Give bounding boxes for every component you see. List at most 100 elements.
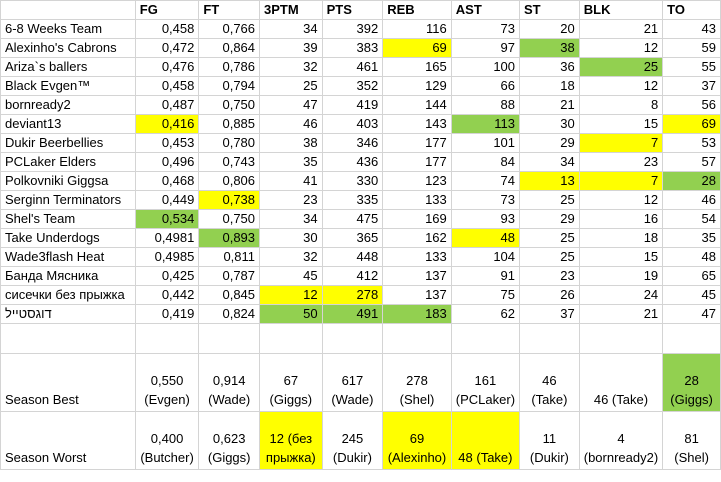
3ptm-cell[interactable]: 34 [259,209,323,229]
fg-cell[interactable]: 0,468 [134,171,200,191]
3ptm-cell[interactable]: 35 [259,152,323,172]
season-best-fg-cell[interactable]: 0,550 (Evgen) [134,353,200,412]
ast-cell[interactable]: 113 [450,114,521,134]
to-cell[interactable]: 46 [662,190,721,210]
blk-cell[interactable]: 21 [578,19,664,39]
season-best-ast-cell[interactable]: 161 (PCLaker) [450,353,521,412]
season-worst-ft-cell[interactable]: 0,623 (Giggs) [198,411,261,470]
empty-cell[interactable] [662,323,721,354]
ft-cell[interactable]: 0,811 [198,247,261,267]
reb-cell[interactable]: 137 [382,266,452,286]
to-cell[interactable]: 65 [662,266,721,286]
ast-cell[interactable]: 101 [450,133,521,153]
team-name-cell[interactable]: דוגסטייל [0,304,136,324]
st-cell[interactable]: 29 [519,209,580,229]
to-cell[interactable]: 53 [662,133,721,153]
empty-cell[interactable] [134,323,200,354]
season-best-ft-cell[interactable]: 0,914 (Wade) [198,353,261,412]
blk-cell[interactable]: 25 [578,57,664,77]
season-worst-blk-cell[interactable]: 4 (bornready2) [578,411,664,470]
reb-cell[interactable]: 69 [382,38,452,58]
st-cell[interactable]: 36 [519,57,580,77]
to-cell[interactable]: 59 [662,38,721,58]
blk-cell[interactable]: 7 [578,171,664,191]
pts-cell[interactable]: 383 [321,38,384,58]
pts-cell[interactable]: 330 [321,171,384,191]
ft-cell[interactable]: 0,893 [198,228,261,248]
3ptm-cell[interactable]: 12 [259,285,323,305]
to-cell[interactable]: 54 [662,209,721,229]
team-name-cell[interactable]: bornready2 [0,95,136,115]
empty-cell[interactable] [259,323,323,354]
3ptm-cell[interactable]: 46 [259,114,323,134]
team-name-cell[interactable]: 6-8 Weeks Team [0,19,136,39]
header-reb[interactable]: REB [382,0,452,20]
fg-cell[interactable]: 0,496 [134,152,200,172]
season-worst-pts-cell[interactable]: 245 (Dukir) [321,411,384,470]
fg-cell[interactable]: 0,4985 [134,247,200,267]
ft-cell[interactable]: 0,780 [198,133,261,153]
team-name-cell[interactable]: deviant13 [0,114,136,134]
season-best-3ptm-cell[interactable]: 67 (Giggs) [259,353,323,412]
team-name-cell[interactable]: Take Underdogs [0,228,136,248]
fg-cell[interactable]: 0,534 [134,209,200,229]
blk-cell[interactable]: 15 [578,247,664,267]
reb-cell[interactable]: 143 [382,114,452,134]
pts-cell[interactable]: 335 [321,190,384,210]
pts-cell[interactable]: 412 [321,266,384,286]
season-best-st-cell[interactable]: 46 (Take) [519,353,580,412]
blk-cell[interactable]: 21 [578,304,664,324]
ft-cell[interactable]: 0,824 [198,304,261,324]
season-worst-3ptm-cell[interactable]: 12 (без прыжка) [259,411,323,470]
3ptm-cell[interactable]: 47 [259,95,323,115]
pts-cell[interactable]: 346 [321,133,384,153]
fg-cell[interactable]: 0,453 [134,133,200,153]
reb-cell[interactable]: 129 [382,76,452,96]
reb-cell[interactable]: 169 [382,209,452,229]
team-name-cell[interactable]: Alexinho's Cabrons [0,38,136,58]
blk-cell[interactable]: 19 [578,266,664,286]
header-3ptm[interactable]: 3PTM [259,0,323,20]
ast-cell[interactable]: 75 [450,285,521,305]
season-best-label[interactable]: Season Best [0,353,136,412]
st-cell[interactable]: 29 [519,133,580,153]
fg-cell[interactable]: 0,419 [134,304,200,324]
st-cell[interactable]: 25 [519,247,580,267]
team-name-cell[interactable]: Ariza`s ballers [0,57,136,77]
header-ft[interactable]: FT [198,0,261,20]
to-cell[interactable]: 45 [662,285,721,305]
ast-cell[interactable]: 97 [450,38,521,58]
reb-cell[interactable]: 133 [382,247,452,267]
3ptm-cell[interactable]: 38 [259,133,323,153]
pts-cell[interactable]: 403 [321,114,384,134]
st-cell[interactable]: 26 [519,285,580,305]
ast-cell[interactable]: 91 [450,266,521,286]
blk-cell[interactable]: 7 [578,133,664,153]
blk-cell[interactable]: 23 [578,152,664,172]
fg-cell[interactable]: 0,458 [134,19,200,39]
empty-cell[interactable] [0,323,136,354]
season-best-blk-cell[interactable]: 46 (Take) [578,353,664,412]
ft-cell[interactable]: 0,766 [198,19,261,39]
pts-cell[interactable]: 491 [321,304,384,324]
season-worst-label[interactable]: Season Worst [0,411,136,470]
3ptm-cell[interactable]: 25 [259,76,323,96]
team-name-cell[interactable]: Shel's Team [0,209,136,229]
blk-cell[interactable]: 12 [578,38,664,58]
reb-cell[interactable]: 133 [382,190,452,210]
st-cell[interactable]: 18 [519,76,580,96]
header-st[interactable]: ST [519,0,580,20]
header-pts[interactable]: PTS [321,0,384,20]
season-best-pts-cell[interactable]: 617 (Wade) [321,353,384,412]
blk-cell[interactable]: 15 [578,114,664,134]
to-cell[interactable]: 57 [662,152,721,172]
ast-cell[interactable]: 73 [450,190,521,210]
season-worst-fg-cell[interactable]: 0,400 (Butcher) [134,411,200,470]
team-name-cell[interactable]: Dukir Beerbellies [0,133,136,153]
blk-cell[interactable]: 12 [578,190,664,210]
blk-cell[interactable]: 16 [578,209,664,229]
ast-cell[interactable]: 74 [450,171,521,191]
pts-cell[interactable]: 419 [321,95,384,115]
ft-cell[interactable]: 0,845 [198,285,261,305]
st-cell[interactable]: 20 [519,19,580,39]
